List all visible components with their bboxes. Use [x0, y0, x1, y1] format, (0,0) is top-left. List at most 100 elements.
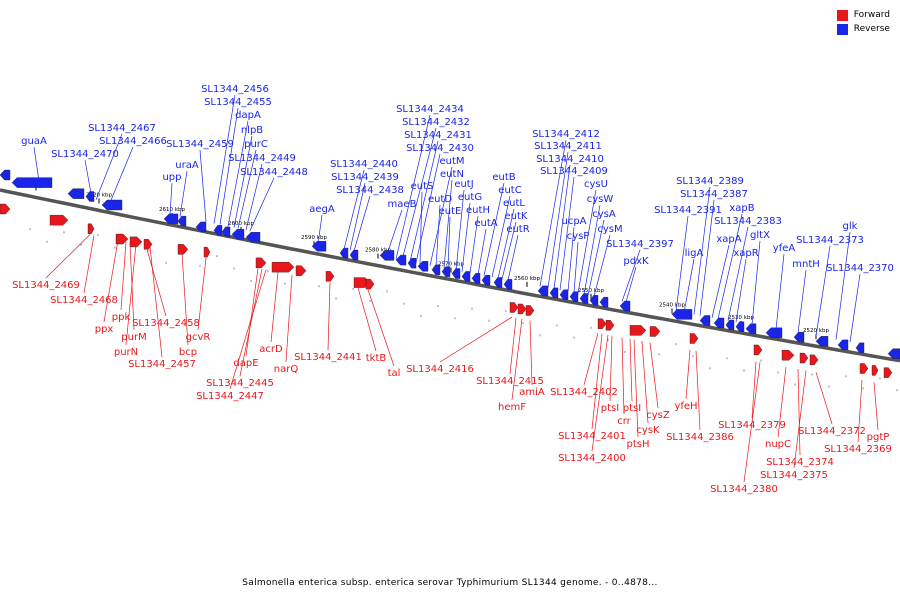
gene-leader-line [587, 219, 605, 296]
forward-gene-label: SL1344_2379 [718, 420, 786, 431]
kbp-tick-label: 2590 kbp [301, 235, 327, 241]
forward-gene-arrow [325, 271, 335, 282]
reverse-gene-arrow [221, 226, 231, 238]
legend-label-forward: Forward [853, 10, 890, 20]
gene-leader-line [591, 333, 603, 430]
reverse-gene-arrow [461, 271, 471, 282]
gene-leader-line [583, 204, 601, 295]
reverse-gene-label: eutG [458, 192, 482, 203]
reverse-gene-label: SL1344_2440 [330, 159, 398, 170]
reverse-gene-arrow [589, 295, 599, 306]
forward-gene-label: yfeH [674, 401, 697, 412]
reverse-gene-arrow [569, 291, 579, 302]
gene-leader-line [419, 191, 423, 264]
reverse-gene-arrow [815, 336, 829, 347]
gene-leader-line [743, 362, 761, 483]
reverse-gene-arrow [481, 275, 491, 286]
forward-gene-arrow [597, 318, 607, 329]
forward-gene-label: amiA [519, 387, 545, 398]
gene-leader-line [695, 350, 701, 431]
forward-gene-label: ptsI [623, 403, 641, 414]
reverse-gene-label: glk [843, 221, 858, 232]
reverse-gene-label: SL1344_2455 [204, 97, 272, 108]
reverse-gene-arrow [177, 215, 187, 227]
gene-leader-line [349, 182, 366, 251]
reverse-gene-arrow [713, 317, 725, 329]
legend-item-forward: Forward [836, 8, 890, 22]
gene-leader-line [103, 240, 119, 323]
gene-leader-line [149, 246, 163, 358]
gene-leader-line [625, 266, 637, 303]
reverse-gene-label: mntH [792, 259, 820, 270]
reverse-gene-label: SL1344_2448 [240, 167, 308, 178]
reverse-gene-label: ucpA [561, 216, 586, 227]
gene-leader-line [567, 226, 575, 292]
reverse-gene-label: eutL [503, 198, 525, 209]
forward-gene-label: SL1344_2401 [558, 431, 626, 442]
reverse-gene-label: eutH [466, 205, 490, 216]
reverse-gene-arrow [231, 229, 245, 240]
legend-item-reverse: Reverse [836, 22, 890, 36]
reverse-gene-arrow [339, 247, 349, 259]
reverse-gene-label: eutN [440, 169, 464, 180]
genome-caption: Salmonella enterica subsp. enterica sero… [242, 578, 658, 588]
reverse-gene-arrow [725, 319, 735, 331]
gene-leader-line [435, 204, 441, 267]
gene-leader-line [285, 274, 293, 363]
forward-gene-label: ptsI [601, 403, 619, 414]
reverse-gene-label: cysM [597, 224, 622, 235]
gene-leader-line [835, 231, 851, 340]
gene-leader-line [353, 195, 371, 252]
reverse-gene-label: cysA [592, 209, 616, 220]
reverse-gene-label: cysU [584, 179, 608, 190]
gene-leader-line [553, 164, 571, 289]
gene-leader-line [815, 372, 833, 425]
gene-leader-line [539, 139, 567, 287]
reverse-gene-label: SL1344_2412 [532, 129, 600, 140]
reverse-gene-label: SL1344_2438 [336, 185, 404, 196]
reverse-gene-label: xapR [733, 248, 758, 259]
gene-leader-line [83, 235, 95, 294]
forward-gene-label: crr [617, 416, 631, 427]
gene-leader-line [797, 269, 807, 334]
kbp-tick-label: 2570 kbp [438, 262, 464, 268]
forward-swatch [836, 9, 848, 21]
reverse-gene-arrow [579, 293, 589, 304]
gene-leader-line [727, 226, 749, 321]
gene-leader-line [621, 337, 625, 415]
forward-gene-arrow [649, 326, 661, 337]
gene-leader-line [873, 382, 879, 431]
gene-leader-line [317, 214, 323, 245]
gene-leader-line [239, 268, 263, 377]
reverse-gene-label: eutD [428, 194, 452, 205]
reverse-gene-label: SL1344_2430 [406, 143, 474, 154]
gene-leader-line [633, 339, 639, 438]
reverse-gene-arrow [0, 169, 11, 181]
forward-gene-label: pgtP [867, 432, 890, 443]
gene-leader-line [675, 215, 689, 312]
reverse-gene-label: maeB [388, 199, 417, 210]
forward-gene-label: cysK [636, 425, 660, 436]
reverse-gene-arrow [67, 188, 85, 199]
reverse-gene-label: SL1344_2459 [166, 139, 234, 150]
reverse-gene-label: SL1344_2383 [714, 216, 782, 227]
gene-leader-line [125, 243, 137, 346]
gene-leader-line [237, 149, 257, 229]
gene-leader-line [547, 151, 569, 288]
forward-gene-label: SL1344_2441 [294, 352, 362, 363]
forward-gene-arrow [871, 365, 879, 376]
reverse-gene-label: xapA [716, 234, 741, 245]
gene-leader-line [197, 257, 207, 331]
gene-leader-line [120, 241, 127, 311]
forward-gene-label: SL1344_2458 [132, 318, 200, 329]
gene-leader-line [511, 318, 523, 401]
reverse-gene-label: SL1344_2434 [396, 104, 464, 115]
reverse-gene-arrow [599, 296, 609, 308]
gene-leader-line [469, 215, 479, 274]
forward-gene-arrow [629, 325, 647, 336]
gene-leader-line [357, 287, 377, 352]
reverse-gene-label: guaA [21, 136, 47, 147]
gene-leader-line [45, 234, 91, 279]
forward-gene-arrow [0, 203, 11, 215]
reverse-gene-arrow [245, 232, 261, 243]
